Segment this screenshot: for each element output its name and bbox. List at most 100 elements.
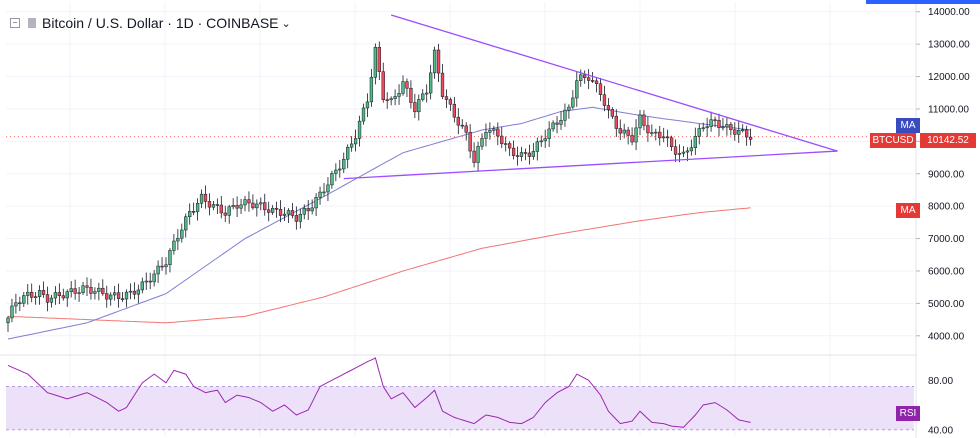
candle <box>322 183 326 197</box>
candle <box>30 283 34 303</box>
candle-body <box>409 87 413 103</box>
candle-body <box>658 131 662 139</box>
candle-body <box>531 151 536 157</box>
candle-body <box>488 130 492 133</box>
candle <box>638 109 642 136</box>
candle-body <box>421 93 425 100</box>
candle <box>255 199 259 217</box>
candle-body <box>650 132 654 134</box>
collapse-icon[interactable] <box>10 18 20 28</box>
candle-body <box>626 129 630 136</box>
candle-body <box>49 297 54 303</box>
candle <box>318 186 322 205</box>
candle <box>73 279 77 300</box>
candle-body <box>515 155 520 157</box>
candle-body <box>85 285 89 288</box>
symbol-logo-icon <box>28 18 36 28</box>
chart-header[interactable]: Bitcoin / U.S. Dollar · 1D · COINBASE ⌄ <box>10 14 291 32</box>
rsi-line <box>7 357 751 428</box>
candle <box>199 189 204 209</box>
candle <box>89 278 93 300</box>
candle <box>417 94 421 121</box>
candle-body <box>203 193 208 202</box>
candle <box>587 69 591 90</box>
candle-body <box>346 146 350 160</box>
candle-body <box>456 116 460 126</box>
candle-body <box>34 296 38 298</box>
candle <box>342 152 346 173</box>
candle <box>148 272 152 290</box>
candle <box>436 43 441 82</box>
candle-body <box>713 119 717 121</box>
candle <box>144 272 148 290</box>
candle-body <box>247 199 251 204</box>
candle <box>219 196 223 219</box>
rsi-axis: 40.00 80.00 <box>928 376 953 437</box>
candle-body <box>464 125 468 133</box>
candle-body <box>610 109 615 117</box>
candle <box>243 196 247 212</box>
candle <box>239 198 243 214</box>
candle-body <box>373 47 378 78</box>
candle <box>192 202 196 216</box>
candle <box>504 136 508 152</box>
candle <box>393 89 397 106</box>
candle <box>97 282 101 301</box>
candle <box>484 123 488 147</box>
chevron-down-icon[interactable]: ⌄ <box>281 17 291 30</box>
candle <box>717 113 721 137</box>
candle-body <box>693 136 697 148</box>
candle <box>646 116 650 142</box>
candle-body <box>227 206 231 216</box>
candle-body <box>697 128 701 137</box>
candle-body <box>282 213 287 216</box>
candle <box>725 117 729 136</box>
price-tick-label: 13000.00 <box>928 40 970 51</box>
candle <box>282 207 287 221</box>
candle <box>381 62 385 103</box>
candle <box>425 84 429 103</box>
candle <box>176 229 180 251</box>
candle-body <box>468 132 472 152</box>
candle <box>338 159 342 178</box>
candle-body <box>496 128 500 137</box>
candle-body <box>567 106 571 111</box>
candle-body <box>385 99 389 101</box>
candle <box>286 208 291 224</box>
candle <box>642 110 646 131</box>
candle-body <box>745 129 749 138</box>
candle-body <box>685 150 690 153</box>
candle <box>468 124 472 159</box>
candle <box>168 248 172 273</box>
candle-body <box>543 138 547 142</box>
ma-fast-line <box>7 106 751 340</box>
candle <box>306 199 310 220</box>
candle-body <box>302 208 306 215</box>
candle-body <box>444 96 449 100</box>
candle <box>583 70 587 84</box>
candle <box>409 80 413 109</box>
candle <box>120 292 125 302</box>
candle <box>263 193 267 216</box>
candle-body <box>223 212 227 216</box>
candle <box>508 141 512 156</box>
candle-body <box>219 204 223 214</box>
candle <box>93 287 97 300</box>
candle-body <box>571 97 575 108</box>
candle <box>519 146 524 162</box>
candle <box>460 119 464 129</box>
candle-body <box>239 204 243 209</box>
candle <box>18 296 22 312</box>
candle <box>116 283 121 308</box>
candle-body <box>677 153 682 155</box>
candle-body <box>188 211 192 217</box>
candle <box>227 204 231 224</box>
candle <box>61 288 65 301</box>
candle <box>271 205 275 215</box>
candle-body <box>547 128 551 139</box>
candle-body <box>172 240 176 251</box>
candle-body <box>57 292 62 296</box>
candle <box>211 201 216 211</box>
candle-body <box>539 140 543 143</box>
candle-body <box>156 265 160 275</box>
